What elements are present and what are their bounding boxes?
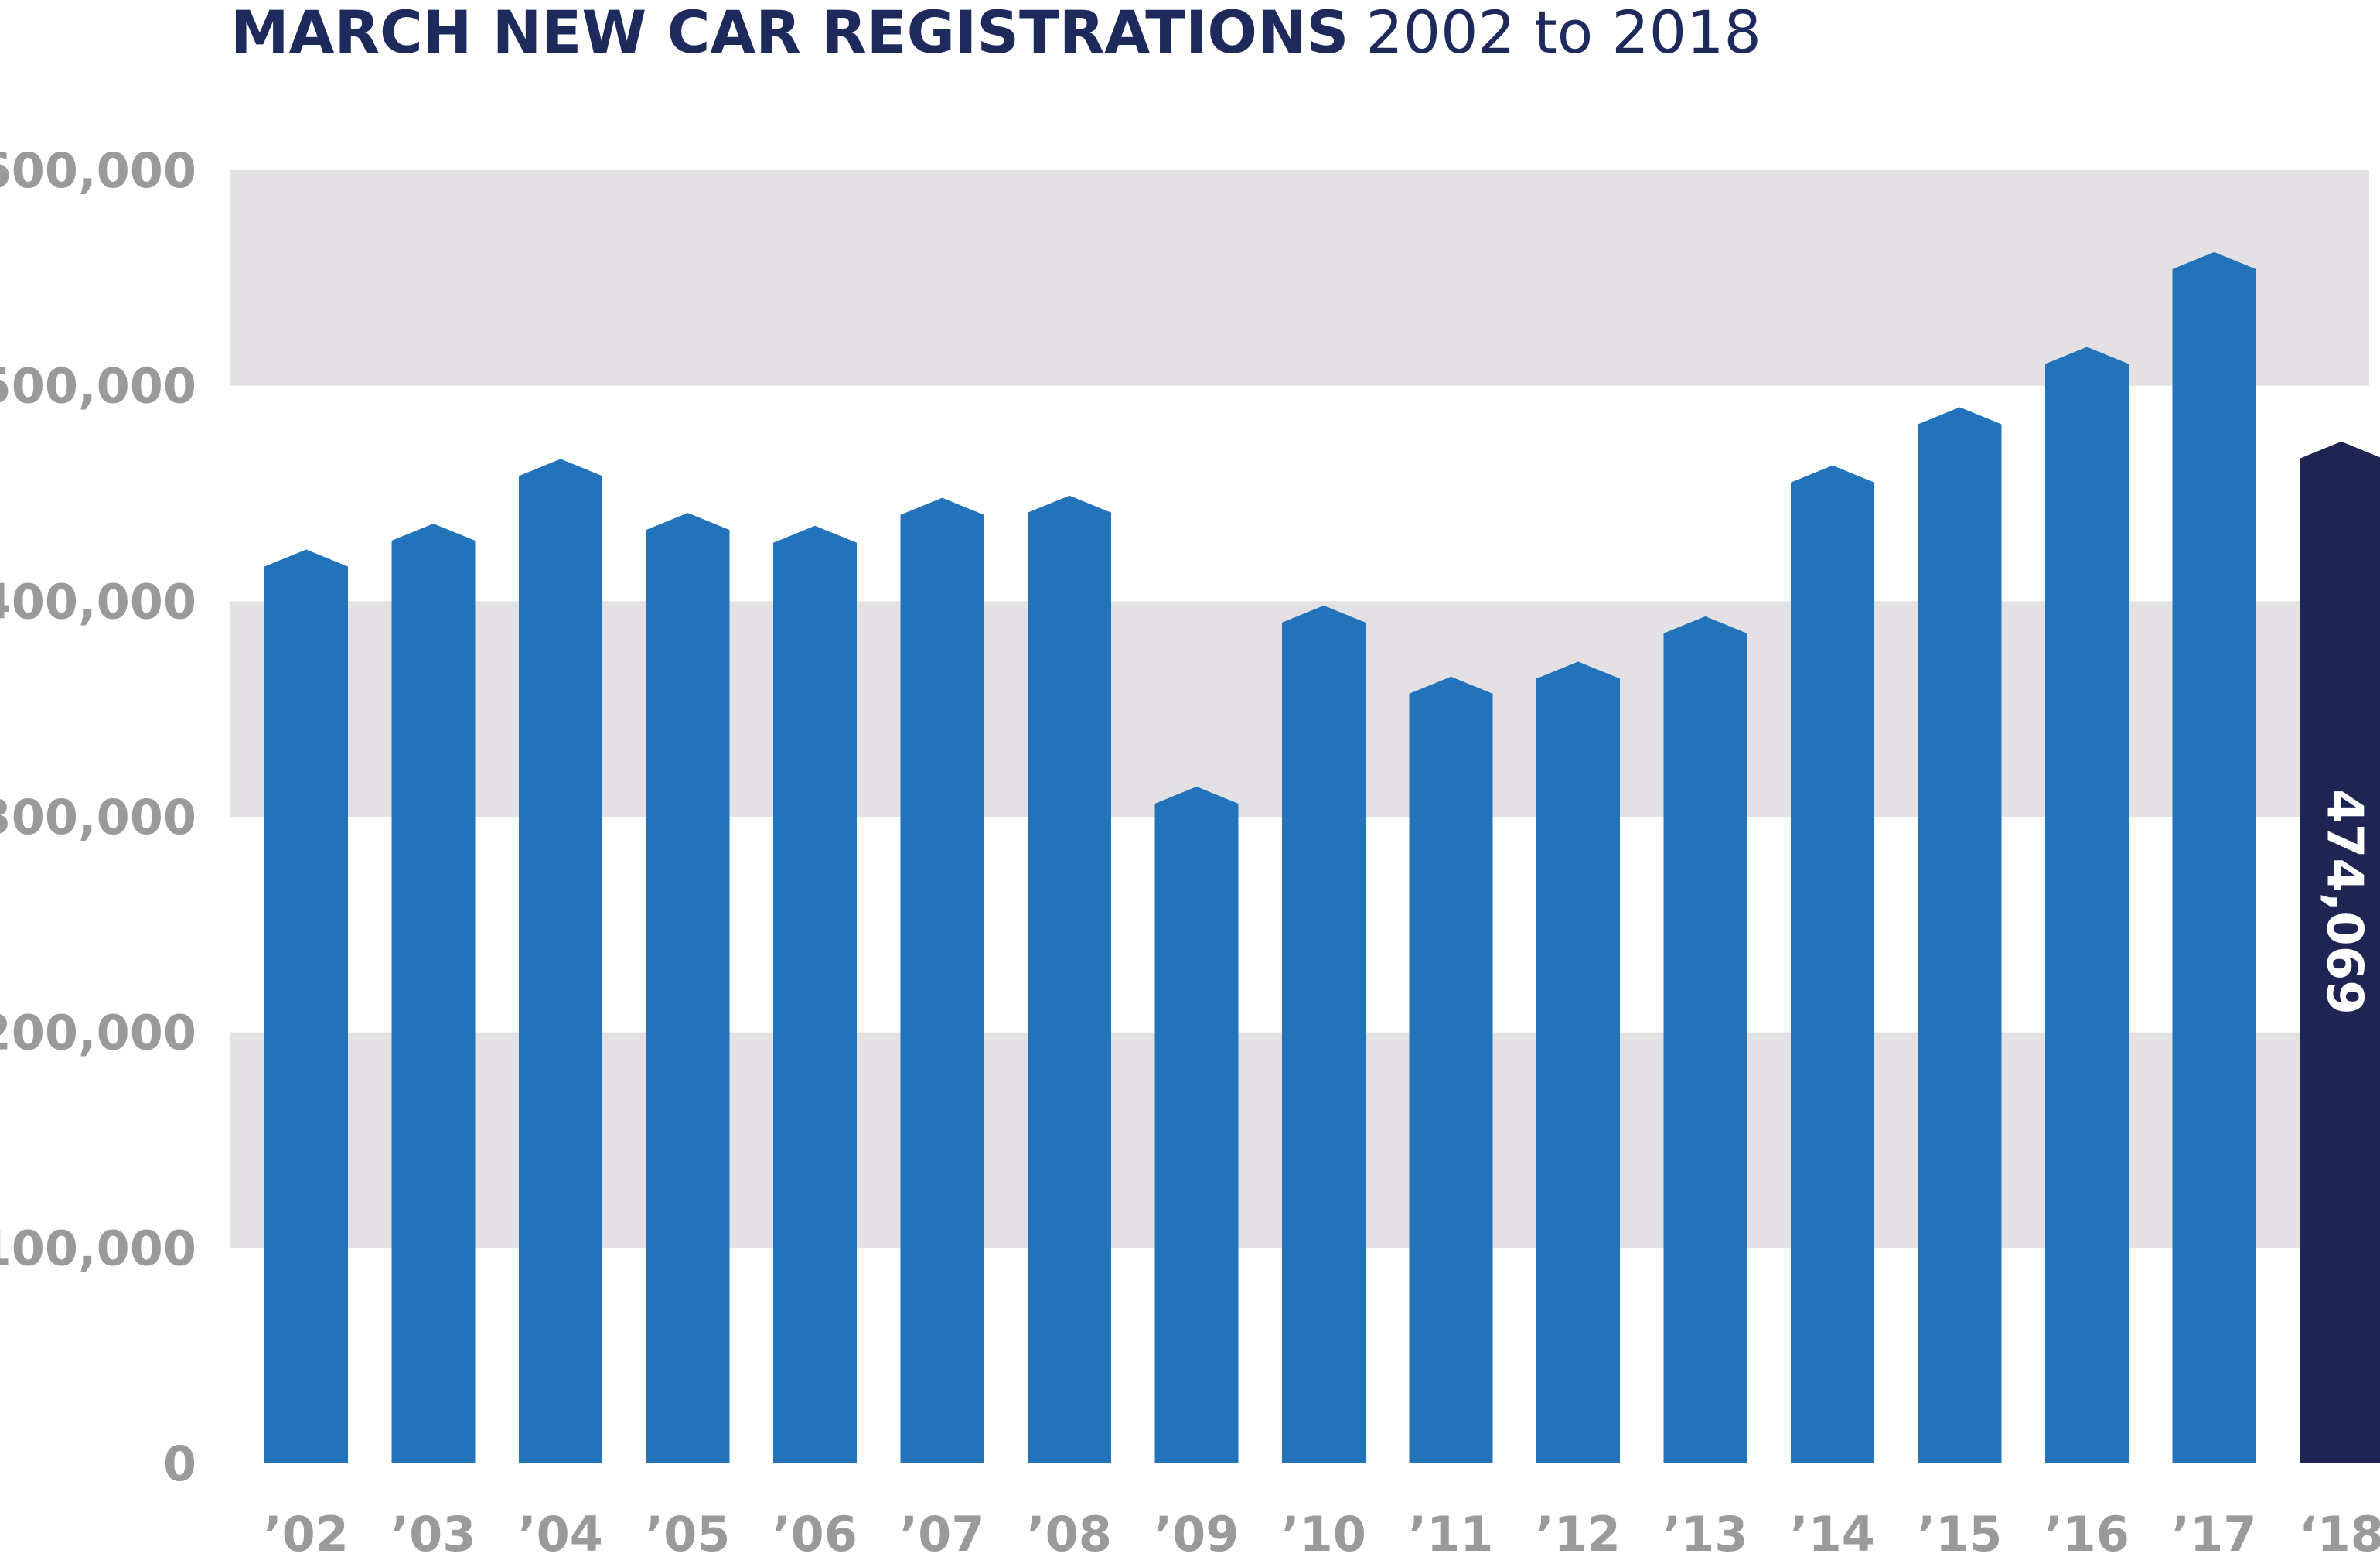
- y-tick-label: 0: [163, 1436, 196, 1492]
- bar-0: [264, 549, 348, 1463]
- bar-1: [391, 524, 476, 1463]
- x-tick-label: ’09: [1154, 1506, 1239, 1557]
- y-tick-label: 400,000: [0, 573, 196, 630]
- bar-15: [2172, 251, 2256, 1464]
- x-axis-ticks: ’02 ’03 ’04 ’05 ’06 ’07 ’08 ’09 ’10 ’11 ’12 ’13 ’14 ’…: [264, 1506, 2380, 1557]
- x-tick-label: ‘18: [2299, 1506, 2380, 1557]
- x-tick-label: ’10: [1281, 1506, 1366, 1557]
- bar-7: [1154, 786, 1239, 1463]
- x-tick-label: ’17: [2172, 1506, 2257, 1557]
- x-tick-label: ’03: [391, 1506, 476, 1557]
- chart-title-bold: MARCH NEW CAR REGISTRATIONS: [230, 0, 1349, 67]
- x-tick-label: ’05: [646, 1506, 731, 1557]
- x-tick-label: ’08: [1027, 1506, 1112, 1557]
- bar-10: [1536, 661, 1620, 1463]
- band-2: [230, 170, 2369, 386]
- bar-3: [646, 513, 730, 1463]
- y-axis-ticks: 0 100,000 200,000 300,000 400,000 500,000 600,…: [0, 142, 196, 1492]
- bar-11: [1663, 616, 1747, 1463]
- bar-8: [1282, 605, 1366, 1463]
- x-tick-label: ’04: [518, 1506, 603, 1557]
- bar-2: [519, 459, 602, 1463]
- chart-title: MARCH NEW CAR REGISTRATIONS 2002 to 2018: [230, 0, 1761, 67]
- y-tick-label: 500,000: [0, 358, 196, 415]
- y-tick-label: 600,000: [0, 142, 196, 199]
- chart-title-light: 2002 to 2018: [1366, 0, 1761, 67]
- bar-16: [2300, 441, 2380, 1463]
- x-tick-label: ’06: [772, 1506, 858, 1557]
- bar-14: [2045, 347, 2129, 1464]
- bar-4: [773, 525, 857, 1463]
- x-tick-label: ’02: [264, 1506, 349, 1557]
- x-tick-label: ’12: [1536, 1506, 1621, 1557]
- bar-13: [1918, 407, 2002, 1463]
- bars: 474,069: [264, 251, 2380, 1464]
- x-tick-label: ’13: [1663, 1506, 1748, 1557]
- x-tick-label: ’07: [900, 1506, 985, 1557]
- bar-9: [1409, 676, 1493, 1463]
- x-tick-label: ’15: [1918, 1506, 2003, 1557]
- y-tick-label: 200,000: [0, 1005, 196, 1061]
- bar-12: [1791, 465, 1874, 1463]
- x-tick-label: ’11: [1409, 1506, 1494, 1557]
- y-tick-label: 300,000: [0, 789, 196, 845]
- bar-6: [1028, 495, 1111, 1464]
- x-tick-label: ’14: [1790, 1506, 1875, 1557]
- x-tick-label: ’16: [2044, 1506, 2129, 1557]
- y-tick-label: 100,000: [0, 1220, 196, 1276]
- bar-5: [900, 497, 984, 1464]
- bar-value-label: 474,069: [2315, 789, 2372, 1015]
